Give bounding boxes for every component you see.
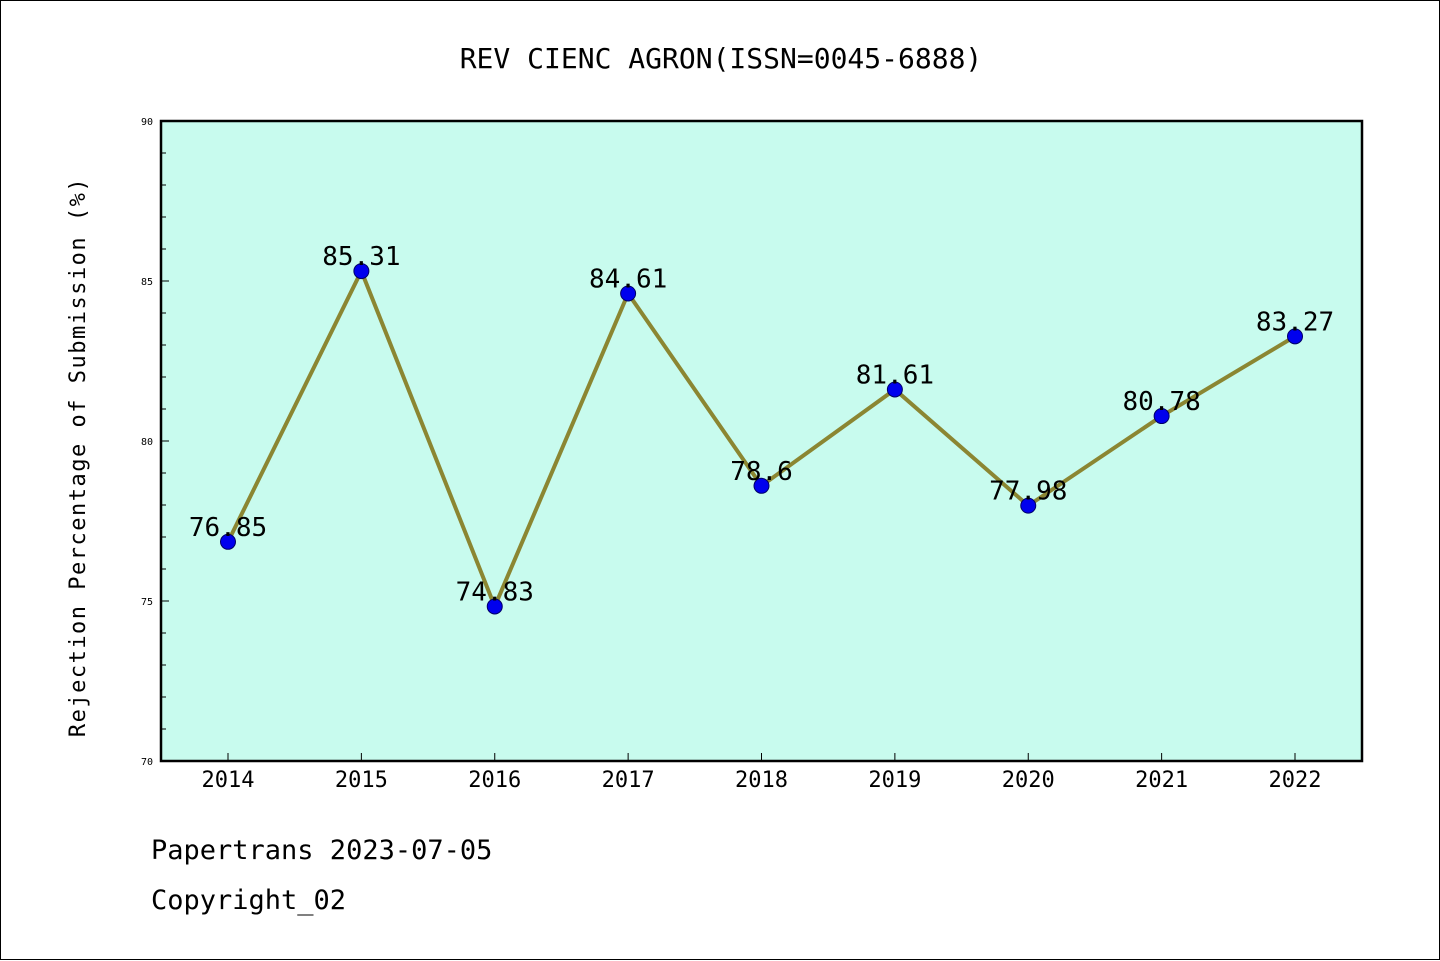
data-markers [220, 263, 1303, 615]
x-tick-label: 2017 [602, 768, 655, 793]
data-point [1287, 328, 1303, 345]
data-label: 80.78 [1122, 387, 1200, 417]
data-label: 84.61 [589, 264, 667, 294]
y-minor-ticks [161, 120, 169, 762]
y-axis-label: Rejection Percentage of Submission (%) [66, 177, 91, 737]
data-point [620, 285, 637, 302]
y-tick-label: 85 [141, 277, 153, 288]
data-point [886, 381, 903, 398]
y-tick-label: 75 [141, 597, 153, 608]
data-label: 77.98 [989, 477, 1067, 507]
plot-area [159, 119, 1364, 763]
data-point [1020, 497, 1037, 514]
data-label: 85.31 [322, 242, 400, 272]
y-tick-label: 70 [141, 757, 153, 768]
data-label: 76.85 [189, 513, 267, 543]
y-tick-label: 80 [141, 437, 153, 448]
data-point [753, 477, 770, 494]
x-tick-label: 2015 [335, 768, 388, 793]
x-tick-label: 2019 [868, 768, 921, 793]
data-label: 81.61 [856, 360, 934, 390]
data-point [220, 533, 236, 550]
data-point [353, 263, 370, 280]
x-tick-label: 2014 [202, 768, 255, 793]
x-tick-label: 2016 [468, 768, 521, 793]
x-tick-labels: 2014 2015 2016 2017 2018 2019 2020 2021 2022 [202, 768, 1322, 793]
x-tick-label: 2022 [1269, 768, 1322, 793]
data-labels: 76.85 85.31 74.83 84.61 78.6 81.61 77.98 80.78 8… [189, 242, 1334, 607]
data-point [1153, 408, 1170, 425]
data-label: 74.83 [456, 577, 534, 607]
x-tick-label: 2018 [735, 768, 788, 793]
chart-title: REV CIENC AGRON(ISSN=0045-6888) [460, 42, 983, 75]
y-tick-labels: 70 75 80 85 90 [141, 117, 153, 768]
copyright-note: Copyright_02 [151, 885, 347, 916]
data-label: 78.6 [730, 457, 793, 487]
x-tick-label: 2021 [1135, 768, 1188, 793]
data-label: 83.27 [1256, 307, 1334, 337]
y-tick-label: 90 [141, 117, 153, 128]
x-tick-label: 2020 [1002, 768, 1055, 793]
source-note: Papertrans 2023-07-05 [151, 835, 493, 866]
x-ticks [227, 753, 1296, 761]
data-point [486, 598, 503, 615]
